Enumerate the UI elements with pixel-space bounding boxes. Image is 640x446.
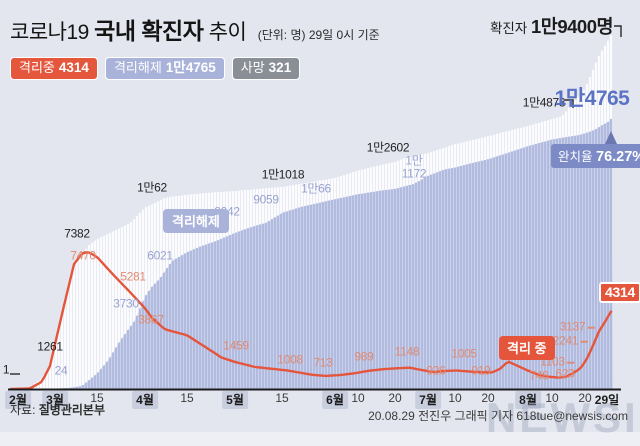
title-unit-note: (단위: 명) 29일 0시 기준 [257,28,380,42]
source-label: 자료: [10,403,36,417]
badge-value: 1만4765 [165,60,216,75]
badge-label: 격리중 [19,60,55,75]
credit-line: 20.08.29 전진우 그래픽 기자 618tue@newsis.com [368,409,628,423]
peak-prefix: 확진자 [489,21,528,36]
quarantine-chip-pointer-icon [504,353,514,361]
badge-in-quarantine: 격리중 4314 [10,57,98,80]
status-badges: 격리중 4314 격리해제 1만4765 사망 321 [10,57,301,80]
badge-value: 4314 [58,60,89,75]
source-name: 질병관리본부 [38,403,106,417]
total-confirmed-label: 확진자 1만9400명 [489,13,614,39]
cure-rate-value: 76.27% [596,149,640,165]
bottom-strip [0,432,640,446]
final-released-value-label: 1만4765 [554,87,630,110]
badge-released: 격리해제 1만4765 [104,57,225,80]
cure-rate-pointer-icon [605,131,617,144]
badge-label: 사망 [240,60,265,75]
legend-released-chip: 격리해제 [163,209,229,233]
badge-label: 격리해제 [113,60,162,75]
final-quarantine-value-badge: 4314 [599,282,640,303]
cure-rate-badge: 완치율 76.27% [551,144,640,168]
badge-deaths: 사망 321 [231,57,301,80]
page-title: 코로나19 국내 확진자 추이 (단위: 명) 29일 0시 기준 [10,12,380,46]
peak-value: 1만9400명 [531,16,613,37]
newsis-watermark: NEWSIS [486,394,640,441]
cure-rate-label: 완치율 [558,150,593,164]
title-suffix: 추이 [208,21,247,44]
title-emphasis: 국내 확진자 [94,18,204,44]
badge-value: 321 [268,60,292,75]
data-source: 자료: 질병관리본부 [10,401,105,418]
title-prefix: 코로나19 [10,21,89,44]
